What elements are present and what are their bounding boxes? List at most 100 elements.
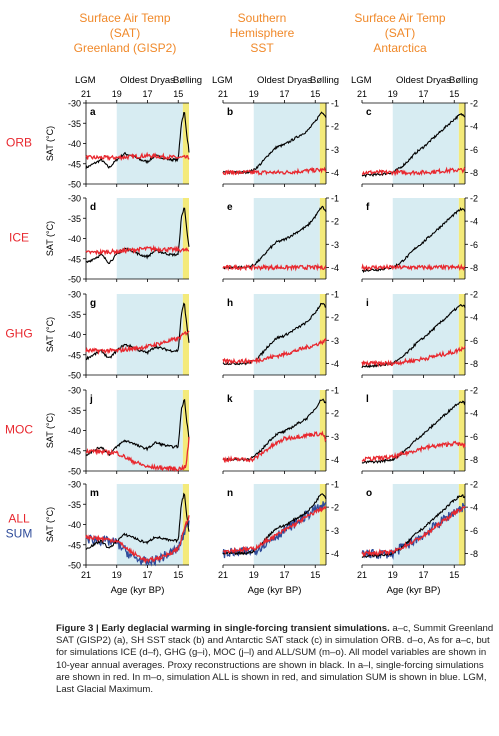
panel-n-x-tick-label: 19 [249,570,259,580]
panel-l-y-tick-label: -4 [470,409,478,419]
panel-g-y-tick-label: -30 [68,290,81,300]
panel-f-y-tick-label: -8 [470,263,478,273]
panel-o-proxy-line [361,494,466,559]
panel-a-y-axis-label: SAT (°C) [45,126,55,161]
panel-m-x-tick-label: 15 [173,570,183,580]
panel-a-y-tick-label: -40 [68,139,81,149]
panel-k-band-oldest-dryas [253,390,320,471]
panel-b-y-tick-label: -1 [331,99,339,109]
panel-g-model-line [85,330,190,356]
panel-c-y-tick-label: -6 [470,145,478,155]
panel-b-y-tick-label: -4 [331,168,339,178]
panel-d-model-line [85,244,190,256]
panel-d-y-tick-label: -35 [68,214,81,224]
panel-k-y-tick-label: -3 [331,432,339,442]
panel-e-band-bolling [319,198,326,279]
panel-m-x-tick-label: 19 [112,570,122,580]
panel-o-x-axis-label: Age (kyr BP) [387,585,441,596]
panel-m-x-tick-label: 21 [81,570,91,580]
panel-b-letter: b [227,107,233,118]
panel-m-letter: m [90,488,99,499]
panel-a-top-tick-label: 17 [142,89,152,99]
panel-a-letter: a [90,107,96,118]
panel-e-y-tick-label: -3 [331,240,339,250]
panel-a-top-tick-label: 19 [112,89,122,99]
panel-o-x-tick-label: 19 [388,570,398,580]
panel-m-y-tick-label: -45 [68,540,81,550]
panel-f-band-bolling [458,198,465,279]
panel-j-proxy-line [85,398,190,457]
panel-d-y-tick-label: -40 [68,234,81,244]
panel-a-band-bolling [182,103,189,184]
column-title-2-line-2: Hemisphere [230,26,295,40]
panel-a-y-tick-label: -45 [68,159,81,169]
row-label-moc: MOC [5,423,33,437]
panel-m-x-tick-label: 17 [142,570,152,580]
figure-caption: Figure 3 | Early deglacial warming in si… [56,623,494,696]
panel-j-y-axis-label: SAT (°C) [45,413,55,448]
panel-g-y-axis-label: SAT (°C) [45,317,55,352]
panel-l-y-tick-label: -2 [470,386,478,396]
panel-a-period-label: Bølling [173,75,202,86]
panel-e-y-tick-label: -4 [331,263,339,273]
panel-b-period-label: LGM [212,75,233,86]
panel-f-y-tick-label: -6 [470,240,478,250]
panel-k-model-line [222,430,327,464]
panel-l-band-oldest-dryas [392,390,459,471]
panel-i-y-tick-label: -8 [470,359,478,369]
panel-j-model-line [85,436,190,473]
panel-d-y-tick-label: -50 [68,275,81,285]
panel-c-model-line [361,166,466,177]
panel-c-top-tick-label: 15 [449,89,459,99]
panel-b-top-tick-label: 15 [310,89,320,99]
column-title-3-line-1: Surface Air Temp [354,11,445,25]
panel-m-y-tick-label: -35 [68,500,81,510]
panel-j-y-tick-label: -40 [68,426,81,436]
panel-d-proxy-line [85,207,190,265]
panel-k-y-tick-label: -4 [331,455,339,465]
panel-i-letter: i [366,298,369,309]
panel-i-y-tick-label: -4 [470,313,478,323]
panel-h-model-line [222,337,327,365]
panel-c-period-label: Bølling [449,75,478,86]
panel-n-proxy-line [222,493,327,556]
panel-o-band-bolling [458,484,465,565]
panel-e-y-tick-label: -1 [331,194,339,204]
panel-b-model-line [222,166,327,176]
panel-c-y-tick-label: -4 [470,122,478,132]
panel-i-y-tick-label: -2 [470,290,478,300]
panel-f-letter: f [366,202,370,213]
panel-g-letter: g [90,298,96,309]
panel-i-model-line [361,345,466,368]
panel-l-letter: l [366,394,369,405]
panel-d-band-bolling [182,198,189,279]
panel-e-letter: e [227,202,233,213]
panel-b-top-tick-label: 21 [218,89,228,99]
panel-o-y-tick-label: -4 [470,503,478,513]
panel-m-y-tick-label: -40 [68,520,81,530]
panel-c-y-tick-label: -2 [470,99,478,109]
panel-a-top-tick-label: 15 [173,89,183,99]
panel-a-top-tick-label: 21 [81,89,91,99]
panel-a-period-label: Oldest Dryas [120,75,175,86]
panel-f-y-tick-label: -2 [470,194,478,204]
panel-l-band-bolling [458,390,465,471]
panel-d-band-oldest-dryas [116,198,183,279]
column-title-2-line-1: Southern [238,11,287,25]
panel-c-period-label: LGM [351,75,372,86]
panel-k-band-bolling [319,390,326,471]
panel-e-model-line [222,262,327,272]
panel-g-y-tick-label: -35 [68,310,81,320]
panel-c-proxy-line [361,112,466,178]
panel-o-y-tick-label: -8 [470,549,478,559]
panel-g-y-tick-label: -45 [68,350,81,360]
panel-f-y-tick-label: -4 [470,217,478,227]
panel-k-letter: k [227,394,233,405]
panel-h-y-tick-label: -1 [331,290,339,300]
panel-j-band-bolling [182,390,189,471]
panel-c-top-tick-label: 21 [357,89,367,99]
panel-n-letter: n [227,488,233,499]
panel-c-top-tick-label: 19 [388,89,398,99]
panel-e-y-tick-label: -2 [331,217,339,227]
panel-b-band-bolling [319,103,326,184]
